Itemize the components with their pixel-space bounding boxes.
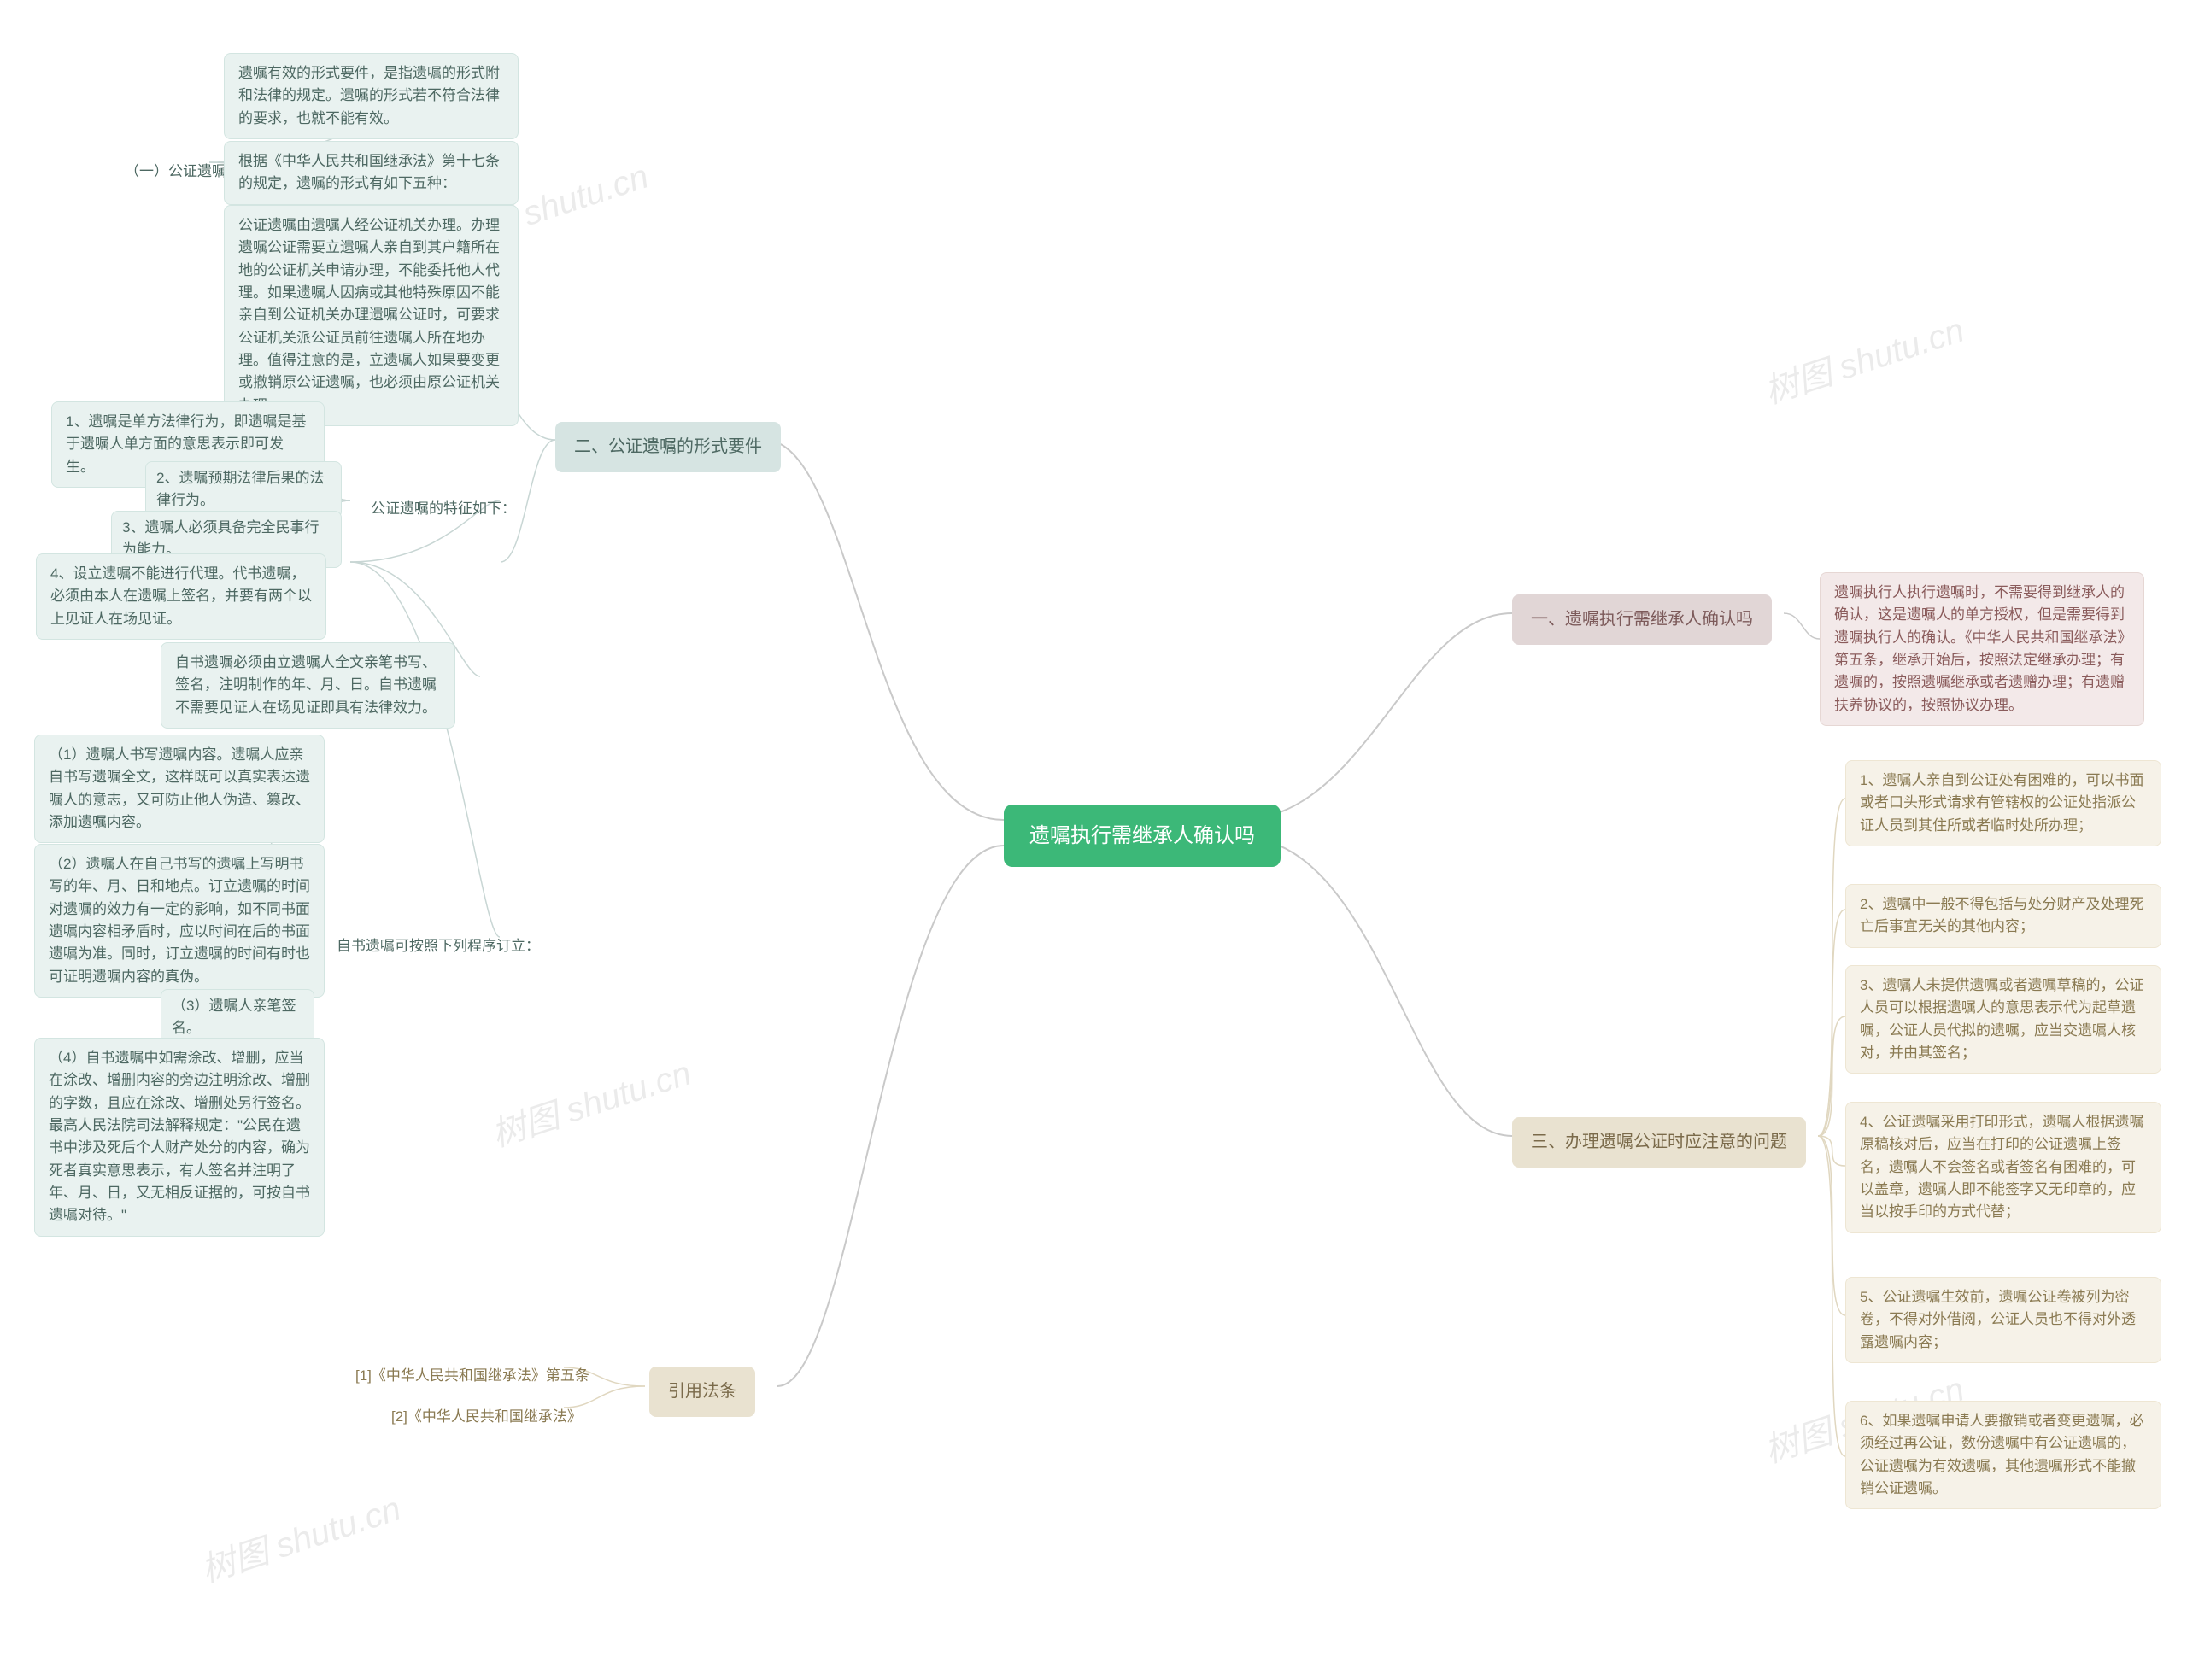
branch-2-sub-2-features[interactable]: 公证遗嘱的特征如下： [357,489,530,529]
branch-3[interactable]: 三、办理遗嘱公证时应注意的问题 [1512,1117,1806,1168]
watermark: 树图 shutu.cn [484,1045,696,1156]
branch-3-leaf-5[interactable]: 5、公证遗嘱生效前，遗嘱公证卷被列为密卷，不得对外借阅，公证人员也不得对外透露遗… [1845,1277,2161,1363]
feature-2[interactable]: 2、遗嘱预期法律后果的法律行为。 [145,461,342,518]
procedure-2[interactable]: （2）遗嘱人在自己书写的遗嘱上写明书写的年、月、日和地点。订立遗嘱的时间对遗嘱的… [34,844,325,998]
feature-4[interactable]: 4、设立遗嘱不能进行代理。代书遗嘱，必须由本人在遗嘱上签名，并要有两个以上见证人… [36,553,326,640]
branch-1-leaf-1[interactable]: 遗嘱执行人执行遗嘱时，不需要得到继承人的确认，这是遗嘱人的单方授权，但是需要得到… [1820,572,2144,726]
branch-2-sub-1-leaf-2[interactable]: 根据《中华人民共和国继承法》第十七条的规定，遗嘱的形式有如下五种： [224,141,519,205]
center-topic[interactable]: 遗嘱执行需继承人确认吗 [1004,805,1281,867]
watermark: 树图 shutu.cn [1757,302,1969,413]
branch-ref[interactable]: 引用法条 [649,1367,755,1417]
watermark: 树图 shutu.cn [194,1481,406,1592]
branch-1[interactable]: 一、遗嘱执行需继承人确认吗 [1512,594,1772,645]
branch-2-sub-1-leaf-1[interactable]: 遗嘱有效的形式要件，是指遗嘱的形式附和法律的规定。遗嘱的形式若不符合法律的要求，… [224,53,519,139]
procedure-4[interactable]: （4）自书遗嘱中如需涂改、增删，应当在涂改、增删内容的旁边注明涂改、增删的字数，… [34,1038,325,1237]
ref-1[interactable]: [1]《中华人民共和国继承法》第五条 [342,1356,603,1396]
branch-3-leaf-6[interactable]: 6、如果遗嘱申请人要撤销或者变更遗嘱，必须经过再公证，数份遗嘱中有公证遗嘱的，公… [1845,1401,2161,1509]
ref-2[interactable]: [2]《中华人民共和国继承法》 [378,1397,595,1437]
branch-3-leaf-2[interactable]: 2、遗嘱中一般不得包括与处分财产及处理死亡后事宜无关的其他内容； [1845,884,2161,948]
branch-3-leaf-3[interactable]: 3、遗嘱人未提供遗嘱或者遗嘱草稿的，公证人员可以根据遗嘱人的意思表示代为起草遗嘱… [1845,965,2161,1074]
branch-2-sub-1[interactable]: （一）公证遗嘱 [111,152,240,191]
branch-2-sub-2-procedure[interactable]: 自书遗嘱可按照下列程序订立： [323,927,554,966]
branch-3-leaf-4[interactable]: 4、公证遗嘱采用打印形式，遗嘱人根据遗嘱原稿核对后，应当在打印的公证遗嘱上签名，… [1845,1102,2161,1233]
procedure-1[interactable]: （1）遗嘱人书写遗嘱内容。遗嘱人应亲自书写遗嘱全文，这样既可以真实表达遗嘱人的意… [34,735,325,843]
branch-3-leaf-1[interactable]: 1、遗嘱人亲自到公证处有困难的，可以书面或者口头形式请求有管辖权的公证处指派公证… [1845,760,2161,846]
branch-2-sub-2-must[interactable]: 自书遗嘱必须由立遗嘱人全文亲笔书写、签名，注明制作的年、月、日。自书遗嘱不需要见… [161,642,455,729]
branch-2-sub-1-leaf-3[interactable]: 公证遗嘱由遗嘱人经公证机关办理。办理遗嘱公证需要立遗嘱人亲自到其户籍所在地的公证… [224,205,519,426]
branch-2[interactable]: 二、公证遗嘱的形式要件 [555,422,781,472]
